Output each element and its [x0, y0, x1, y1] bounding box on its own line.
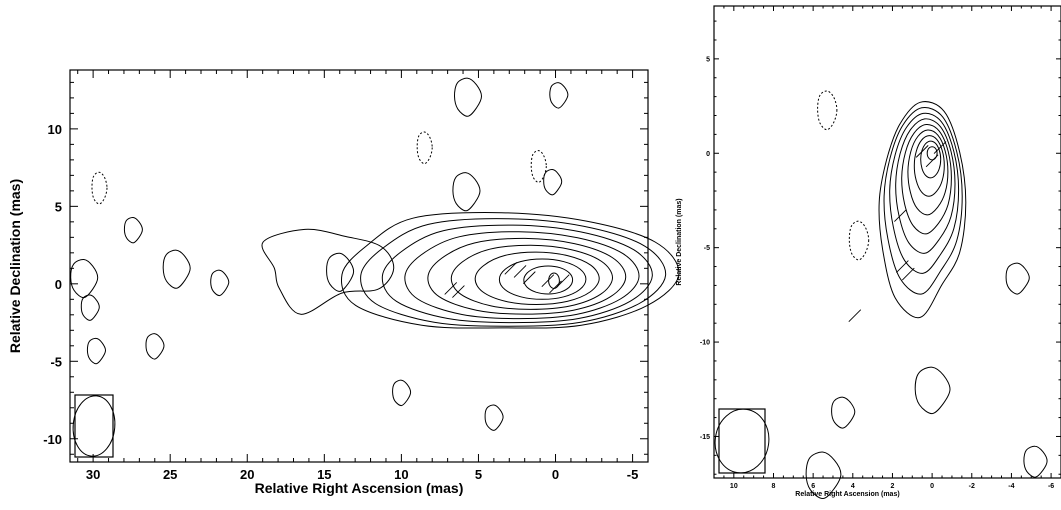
isolated-component-contour	[162, 249, 191, 289]
isolated-component-contour	[549, 82, 569, 109]
x-axis-label: Relative Right Ascension (mas)	[795, 491, 899, 498]
panel-right-contour-map: 10 8 6 4 2 0 -2 -4 -6 5 0 -5 -10 -15 Relative Right As…	[676, 5, 1061, 499]
isolated-component-contour	[831, 396, 856, 429]
polarization-vector	[452, 285, 465, 298]
x-tick-label: 5	[475, 467, 482, 482]
y-tick-label: 0	[55, 277, 62, 292]
x-tick-label: 20	[240, 467, 254, 482]
y-tick-label: -10	[43, 432, 62, 447]
polarization-vector	[504, 262, 518, 275]
jet-contour-level-5	[901, 123, 952, 235]
jet-contour-level-1	[878, 101, 967, 319]
polarization-vector	[522, 271, 536, 284]
negative-contour	[848, 220, 870, 261]
x-tick-label: -5	[627, 467, 639, 482]
jet-contour-level-9	[926, 146, 938, 161]
x-tick-label: 4	[851, 483, 855, 490]
isolated-component-contour	[1023, 445, 1048, 478]
polarization-vector	[549, 280, 562, 294]
jet-contour-level-3	[381, 224, 653, 324]
jet-contour-level-4	[404, 231, 640, 320]
isolated-component-contour	[86, 337, 107, 365]
jet-contour-level-3	[889, 112, 960, 274]
x-tick-label: 10	[394, 467, 408, 482]
x-tick-label: 25	[163, 467, 177, 482]
negative-contour	[91, 171, 108, 205]
isolated-component-contour	[80, 294, 100, 321]
x-tick-label: 6	[811, 483, 815, 490]
x-tick-label: 0	[552, 467, 559, 482]
polarization-vector	[933, 141, 947, 154]
plot-frame	[69, 69, 649, 463]
negative-contour	[416, 131, 433, 165]
isolated-component-contour	[70, 258, 99, 299]
x-tick-label: 0	[930, 483, 934, 490]
polarization-vector	[541, 274, 555, 288]
beam-box	[718, 408, 766, 474]
jet-contour-level-2	[360, 218, 667, 327]
jet-contour-level-6	[450, 244, 614, 310]
plot-frame	[713, 5, 1061, 479]
isolated-component-contour	[914, 366, 951, 415]
y-tick-label: -5	[50, 354, 62, 369]
isolated-component-contour	[453, 77, 483, 117]
isolated-component-contour	[452, 172, 481, 212]
polarization-vector	[556, 274, 570, 288]
y-axis-label: Relative Declination (mas)	[676, 198, 683, 285]
polarization-vector	[902, 267, 915, 281]
isolated-component-contour	[543, 168, 563, 196]
x-tick-label: 30	[86, 467, 100, 482]
jet-contour-level-5	[427, 237, 627, 315]
x-tick-label: 2	[891, 483, 895, 490]
x-axis-label: Relative Right Ascension (mas)	[255, 480, 464, 496]
x-tick-label: 8	[772, 483, 776, 490]
y-tick-label: 5	[55, 199, 62, 214]
polarization-vector	[513, 265, 527, 278]
polarization-vector	[894, 209, 907, 222]
jet-contour-level-10	[548, 272, 560, 290]
jet-contour-level-4	[895, 118, 956, 254]
beam-box	[74, 394, 114, 458]
jet-contour-level-7	[913, 135, 945, 197]
x-tick-label: -2	[969, 483, 975, 490]
isolated-component-contour	[145, 333, 165, 360]
jet-contour-level-1	[341, 212, 680, 329]
polarization-vector	[896, 260, 909, 273]
x-tick-label: 10	[730, 483, 738, 490]
y-axis-label: Relative Declination (mas)	[7, 179, 23, 353]
jet-contour-level-2	[883, 107, 963, 295]
jet-contour-level-8	[920, 140, 942, 179]
y-tick-label: -10	[700, 340, 710, 347]
beam-ellipse	[714, 408, 770, 474]
isolated-component-contour	[1005, 262, 1030, 295]
polarization-vector	[848, 309, 862, 322]
y-tick-label: -5	[704, 245, 710, 252]
y-tick-label: -15	[700, 434, 710, 441]
y-tick-label: 10	[48, 122, 62, 137]
polarization-vector	[915, 145, 929, 158]
negative-contour	[817, 90, 838, 131]
isolated-component-contour	[392, 379, 412, 407]
jet-contour-level-8	[498, 258, 587, 300]
lobe-contour	[261, 228, 395, 315]
polarization-vector	[925, 154, 939, 168]
negative-contour	[530, 150, 547, 183]
jet-contour-level-9	[523, 265, 574, 295]
jet-contour-level-7	[474, 251, 600, 306]
panel-left-contour-map: 30 25 20 15 10 5 0 -5 10 5 0 -5 -10 Relative Right As…	[7, 69, 680, 496]
isolated-component-contour	[326, 252, 355, 292]
x-tick-label: -6	[1048, 483, 1054, 490]
beam-ellipse	[72, 395, 116, 457]
x-tick-label: 15	[317, 467, 331, 482]
isolated-component-contour	[805, 451, 842, 499]
x-tick-label: -4	[1008, 483, 1014, 490]
jet-contour-level-6	[907, 129, 949, 216]
isolated-component-contour	[484, 404, 504, 431]
polarization-vector	[444, 282, 458, 295]
isolated-component-contour	[123, 216, 143, 244]
y-tick-label: 0	[706, 151, 710, 158]
y-tick-label: 5	[706, 56, 710, 63]
isolated-component-contour	[210, 269, 230, 297]
